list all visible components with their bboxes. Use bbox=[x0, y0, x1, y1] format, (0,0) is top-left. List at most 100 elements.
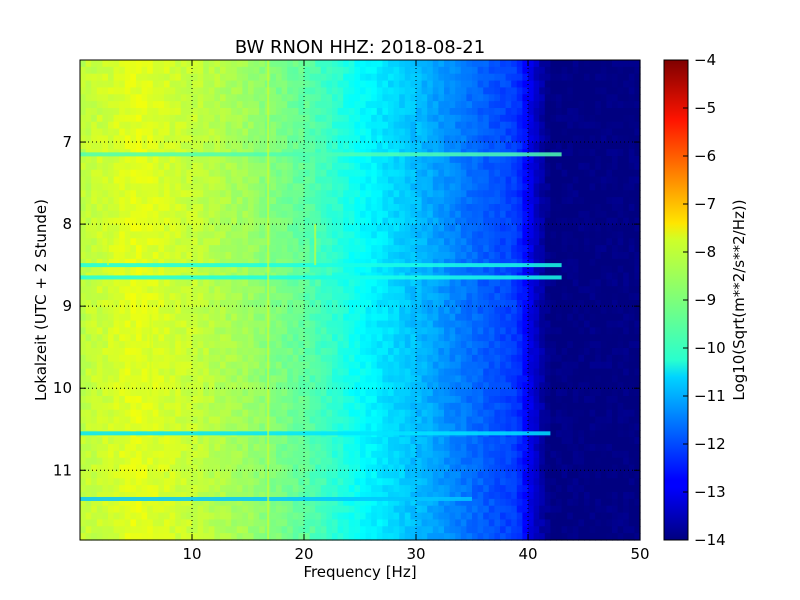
heatmap-cell bbox=[208, 204, 215, 212]
heatmap-cell bbox=[332, 142, 339, 150]
heatmap-cell bbox=[119, 265, 126, 274]
heatmap-cell bbox=[399, 320, 406, 329]
heatmap-cell bbox=[455, 217, 462, 226]
heatmap-cell bbox=[567, 258, 574, 267]
heatmap-cell bbox=[410, 162, 417, 171]
heatmap-cell bbox=[617, 183, 624, 191]
heatmap-cell bbox=[595, 66, 602, 75]
heatmap-cell bbox=[225, 368, 232, 377]
heatmap-cell bbox=[416, 354, 423, 363]
heatmap-cell bbox=[376, 60, 383, 68]
heatmap-cell bbox=[600, 197, 607, 205]
heatmap-cell bbox=[124, 210, 131, 219]
heatmap-cell bbox=[197, 108, 204, 116]
heatmap-cell bbox=[371, 114, 378, 123]
heatmap-cell bbox=[225, 224, 232, 233]
heatmap-cell bbox=[617, 354, 624, 363]
heatmap-cell bbox=[152, 60, 159, 68]
heatmap-cell bbox=[578, 128, 585, 137]
heatmap-cell bbox=[595, 121, 602, 130]
heatmap-cell bbox=[270, 334, 277, 342]
heatmap-cell bbox=[404, 389, 411, 397]
heatmap-cell bbox=[152, 348, 159, 356]
heatmap-cell bbox=[225, 128, 232, 137]
heatmap-cell bbox=[623, 361, 630, 370]
heatmap-cell bbox=[483, 375, 490, 383]
heatmap-cell bbox=[561, 108, 568, 116]
heatmap-cell bbox=[108, 396, 115, 404]
heatmap-cell bbox=[466, 87, 473, 95]
heatmap-cell bbox=[343, 204, 350, 212]
heatmap-cell bbox=[393, 245, 400, 253]
heatmap-cell bbox=[578, 190, 585, 198]
heatmap-cell bbox=[147, 217, 154, 226]
heatmap-cell bbox=[231, 87, 238, 95]
heatmap-cell bbox=[376, 313, 383, 322]
heatmap-cell bbox=[124, 382, 131, 390]
heatmap-cell bbox=[91, 327, 98, 335]
heatmap-cell bbox=[572, 176, 579, 185]
heatmap-cell bbox=[466, 258, 473, 267]
heatmap-cell bbox=[589, 108, 596, 116]
heatmap-cell bbox=[416, 210, 423, 219]
heatmap-cell bbox=[108, 245, 115, 253]
heatmap-cell bbox=[399, 354, 406, 363]
heatmap-cell bbox=[628, 245, 635, 253]
heatmap-cell bbox=[85, 135, 92, 143]
heatmap-cell bbox=[326, 361, 333, 370]
heatmap-cell bbox=[180, 156, 187, 164]
heatmap-cell bbox=[337, 238, 344, 246]
heatmap-cell bbox=[528, 210, 535, 219]
heatmap-cell bbox=[197, 80, 204, 89]
heatmap-cell bbox=[472, 80, 479, 89]
heatmap-cell bbox=[393, 121, 400, 130]
heatmap-cell bbox=[175, 348, 182, 356]
heatmap-cell bbox=[382, 101, 389, 109]
heatmap-cell bbox=[326, 265, 333, 274]
heatmap-cell bbox=[197, 348, 204, 356]
heatmap-cell bbox=[102, 156, 109, 164]
heatmap-cell bbox=[326, 231, 333, 239]
heatmap-cell bbox=[432, 197, 439, 205]
heatmap-cell bbox=[449, 183, 456, 191]
heatmap-cell bbox=[432, 238, 439, 246]
heatmap-cell bbox=[304, 204, 311, 212]
heatmap-cell bbox=[539, 231, 546, 239]
heatmap-cell bbox=[147, 66, 154, 75]
heatmap-cell bbox=[91, 396, 98, 404]
heatmap-cell bbox=[472, 258, 479, 267]
heatmap-cell bbox=[208, 210, 215, 219]
heatmap-cell bbox=[522, 368, 529, 377]
heatmap-cell bbox=[444, 320, 451, 329]
heatmap-cell bbox=[500, 231, 507, 239]
heatmap-cell bbox=[600, 80, 607, 89]
heatmap-cell bbox=[600, 396, 607, 404]
heatmap-cell bbox=[477, 128, 484, 137]
heatmap-cell bbox=[276, 375, 283, 383]
heatmap-cell bbox=[561, 114, 568, 123]
heatmap-cell bbox=[270, 389, 277, 397]
heatmap-cell bbox=[130, 368, 137, 377]
heatmap-cell bbox=[276, 101, 283, 109]
heatmap-cell bbox=[108, 162, 115, 171]
heatmap-cell bbox=[528, 217, 535, 226]
heatmap-cell bbox=[119, 348, 126, 356]
heatmap-cell bbox=[466, 224, 473, 233]
heatmap-cell bbox=[595, 231, 602, 239]
heatmap-cell bbox=[360, 252, 367, 260]
heatmap-cell bbox=[136, 313, 143, 322]
heatmap-cell bbox=[556, 121, 563, 130]
heatmap-cell bbox=[225, 286, 232, 294]
heatmap-cell bbox=[141, 114, 148, 123]
heatmap-cell bbox=[231, 245, 238, 253]
heatmap-cell bbox=[511, 341, 518, 349]
heatmap-cell bbox=[382, 73, 389, 82]
heatmap-cell bbox=[382, 176, 389, 185]
heatmap-cell bbox=[124, 238, 131, 246]
heatmap-cell bbox=[343, 334, 350, 342]
heatmap-cell bbox=[315, 210, 322, 219]
heatmap-cell bbox=[460, 300, 467, 308]
heatmap-cell bbox=[91, 162, 98, 171]
heatmap-cell bbox=[152, 341, 159, 349]
heatmap-cell bbox=[214, 60, 221, 68]
